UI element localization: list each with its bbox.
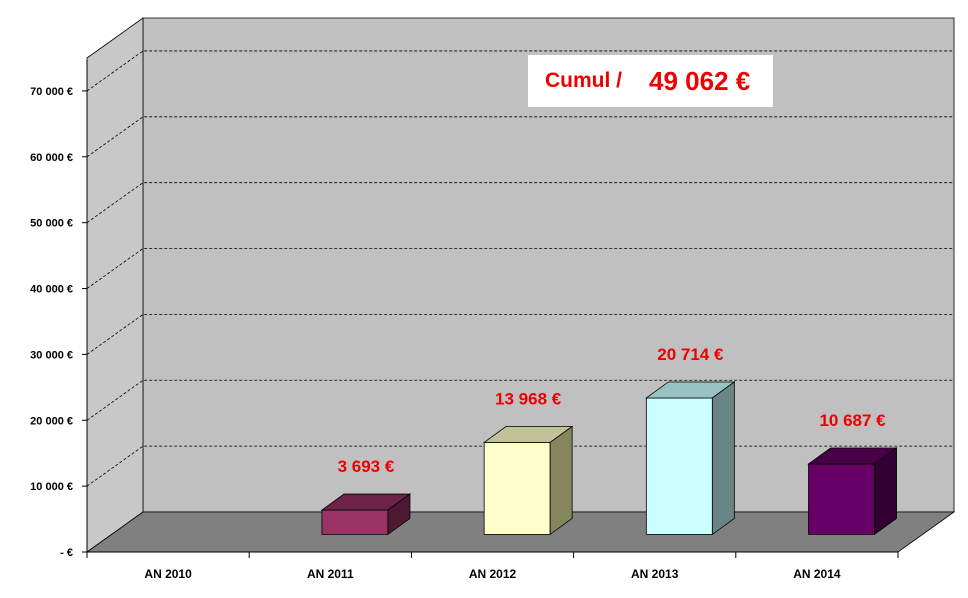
y-tick-label: - €: [60, 547, 73, 559]
y-tick-label: 10 000 €: [30, 481, 73, 493]
x-category-label: AN 2010: [144, 567, 192, 581]
grid-lines: [86, 50, 954, 487]
data-label: 20 714 €: [657, 345, 724, 364]
cumul-value: 49 062 €: [649, 65, 751, 96]
cumul-box: Cumul / 49 062 €: [528, 55, 773, 107]
bar-side: [549, 425, 573, 536]
bar: [321, 509, 389, 535]
cumul-label: Cumul /: [545, 69, 622, 92]
y-axis-ticks: - € 10 000 € 20 000 € 30 000 € 40 000 € 50 00…: [30, 86, 87, 559]
data-labels: 3 693 € 13 968 € 20 714 € 10 687 €: [338, 345, 887, 476]
y-tick-label: 60 000 €: [30, 152, 73, 164]
y-tick-label: 20 000 €: [30, 415, 73, 427]
bar-side: [387, 493, 411, 536]
side-wall: [86, 17, 144, 553]
grid-line: [86, 379, 954, 421]
y-tick-label: 50 000 €: [30, 218, 73, 230]
grid-line: [86, 313, 954, 355]
y-tick-label: 70 000 €: [30, 86, 73, 98]
grid-line: [86, 445, 954, 487]
bars: [320, 381, 898, 536]
data-label: 13 968 €: [495, 389, 562, 408]
data-label: 3 693 €: [338, 457, 395, 476]
x-category-label: AN 2013: [631, 567, 679, 581]
grid-line: [86, 182, 954, 223]
grid-line: [86, 116, 954, 158]
x-category-label: AN 2011: [307, 567, 354, 581]
x-axis-categories: AN 2010 AN 2011 AN 2012 AN 2013 AN 2014: [86, 552, 899, 581]
y-tick-label: 40 000 €: [30, 284, 73, 296]
bar-side: [874, 447, 897, 536]
x-category-label: AN 2014: [793, 567, 841, 581]
bar-side: [711, 381, 735, 536]
y-tick-label: 30 000 €: [30, 349, 73, 361]
x-category-label: AN 2012: [469, 567, 517, 581]
bar: [645, 397, 713, 535]
grid-line: [86, 50, 954, 92]
chart-axes: [86, 60, 898, 553]
bar: [808, 463, 875, 535]
bar: [483, 441, 551, 535]
grid-line: [86, 248, 954, 289]
data-label: 10 687 €: [819, 411, 886, 430]
